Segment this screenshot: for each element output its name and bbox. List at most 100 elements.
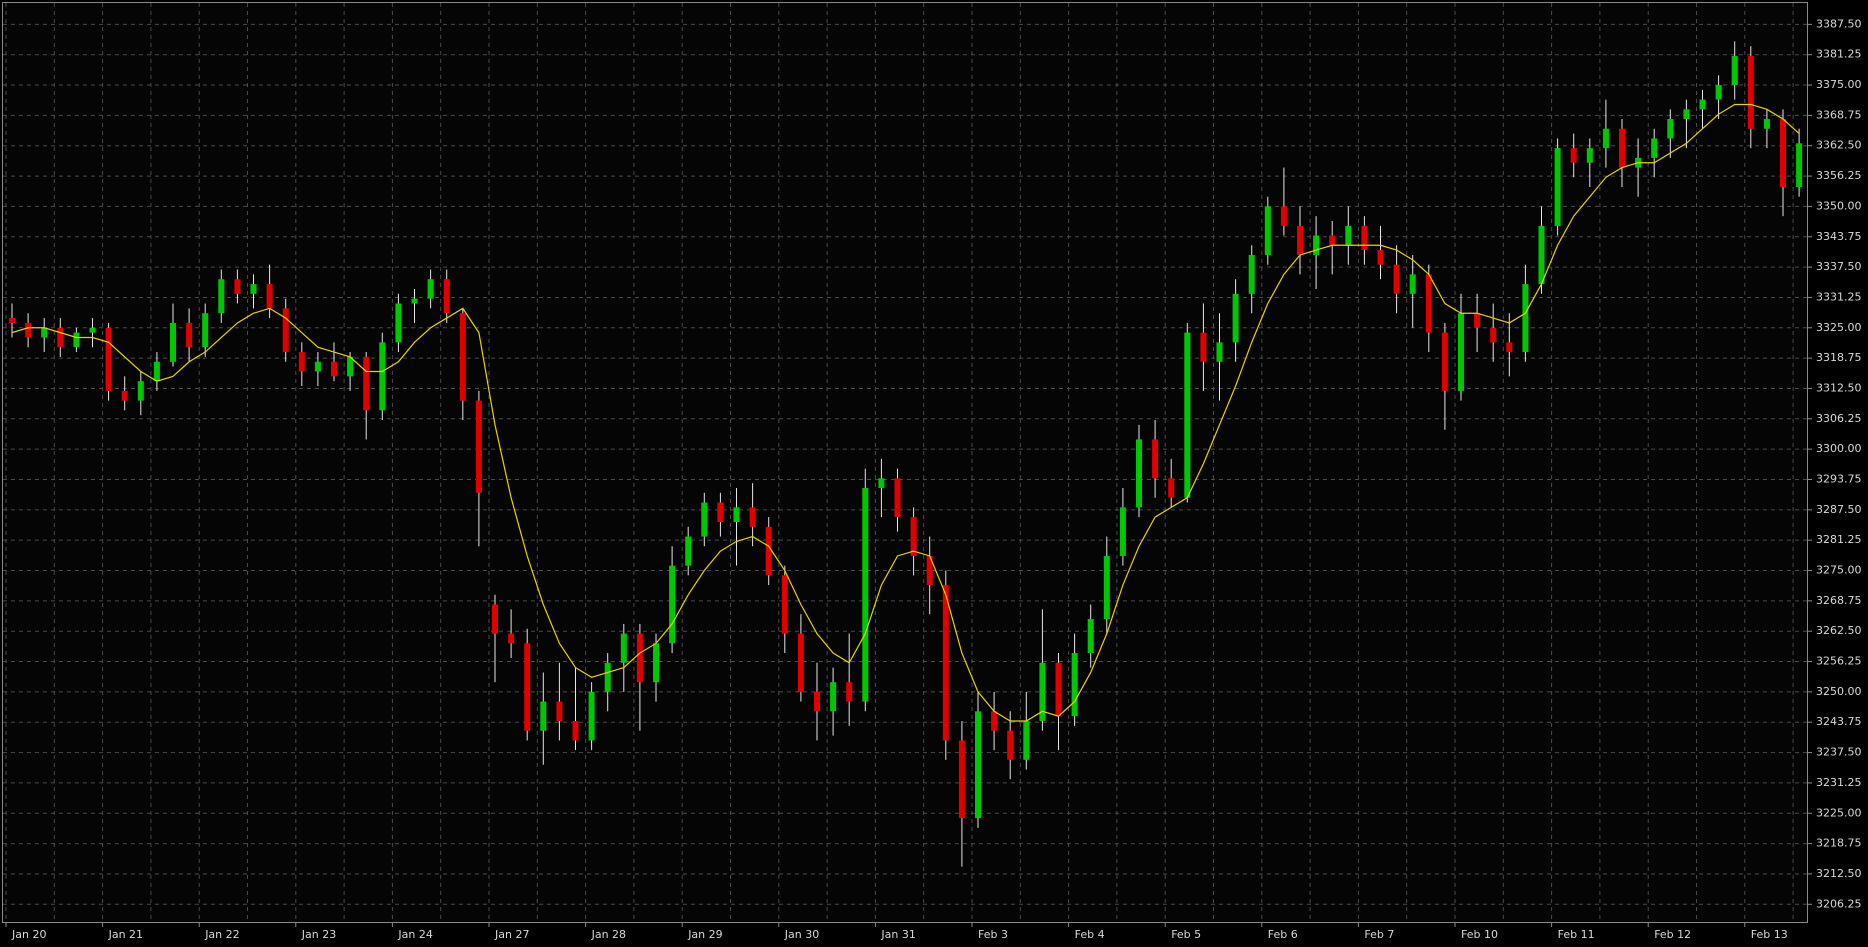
candle-body xyxy=(1586,148,1593,163)
candle-body xyxy=(1780,119,1786,187)
y-tick-label: 3368.75 xyxy=(1816,108,1862,121)
candle-body xyxy=(1651,138,1658,158)
x-tick-label: Jan 31 xyxy=(880,928,915,941)
candle-body xyxy=(1554,148,1561,226)
candle-body xyxy=(57,327,64,348)
y-tick-label: 3331.25 xyxy=(1816,290,1862,303)
candle-body xyxy=(331,361,337,377)
x-tick-label: Feb 11 xyxy=(1558,928,1595,941)
moving-average-line xyxy=(11,103,1800,722)
y-tick-label: 3206.25 xyxy=(1816,897,1862,910)
grid xyxy=(3,3,1807,922)
candle-body xyxy=(1039,662,1046,722)
candle-body xyxy=(910,517,917,556)
candle-body xyxy=(1007,730,1014,760)
x-tick-label: Feb 5 xyxy=(1171,928,1201,941)
candle-body xyxy=(105,327,112,391)
candle-body xyxy=(1602,128,1609,149)
candle-body xyxy=(975,711,981,819)
candle-body xyxy=(1458,313,1464,391)
candle-body xyxy=(1377,250,1384,265)
candle-body xyxy=(443,279,450,314)
candle-body xyxy=(492,604,498,634)
candle-body xyxy=(604,662,611,692)
y-tick-label: 3287.50 xyxy=(1816,503,1862,516)
candle-body xyxy=(121,390,128,401)
candle-body xyxy=(379,342,386,411)
candle-body xyxy=(1506,342,1513,353)
candle-body xyxy=(1329,235,1336,246)
candle-body xyxy=(250,284,257,294)
x-tick-label: Feb 6 xyxy=(1268,928,1298,941)
candle-body xyxy=(749,507,756,527)
candle-body xyxy=(701,502,708,537)
x-tick-label: Feb 3 xyxy=(978,928,1008,941)
y-tick-label: 3250.00 xyxy=(1816,685,1862,698)
candle-body xyxy=(202,313,209,348)
candle-body xyxy=(41,327,48,338)
candle-body xyxy=(1280,206,1287,226)
candle-body xyxy=(1087,619,1094,654)
candle-body xyxy=(1216,342,1223,362)
y-tick-label: 3337.50 xyxy=(1816,260,1862,273)
x-tick-label: Jan 27 xyxy=(494,928,529,941)
candle-body xyxy=(781,575,788,634)
candle-body xyxy=(733,507,740,522)
candle-body xyxy=(669,565,676,644)
x-tick-label: Feb 7 xyxy=(1364,928,1394,941)
candle-body xyxy=(1747,55,1754,129)
y-tick-label: 3362.50 xyxy=(1816,139,1862,152)
x-tick-label: Jan 30 xyxy=(784,928,819,941)
y-tick-label: 3356.25 xyxy=(1816,169,1862,182)
y-tick-label: 3293.75 xyxy=(1816,472,1862,485)
x-tick-label: Feb 10 xyxy=(1461,928,1498,941)
candle-body xyxy=(282,308,289,353)
candle-body xyxy=(620,633,627,663)
x-tick-label: Feb 4 xyxy=(1075,928,1105,941)
candle-body xyxy=(508,633,515,644)
candle-body xyxy=(797,633,804,692)
y-tick-label: 3312.50 xyxy=(1816,381,1862,394)
candle-body xyxy=(1152,439,1159,479)
candle-body xyxy=(636,633,643,683)
candle-body xyxy=(1248,254,1255,294)
candle-body xyxy=(830,682,837,712)
candle-body xyxy=(363,356,370,411)
candle-body xyxy=(1297,225,1303,255)
candle-body xyxy=(1103,555,1110,620)
candle-body xyxy=(1119,507,1126,556)
candle-body xyxy=(314,361,321,372)
candle-body xyxy=(1715,85,1722,100)
candle-body xyxy=(926,555,933,586)
candle-body xyxy=(73,332,80,348)
candle-body xyxy=(1071,653,1078,717)
candle-body xyxy=(1055,662,1062,717)
candle-body xyxy=(89,327,96,333)
y-tick-label: 3237.50 xyxy=(1816,746,1862,759)
candle-body xyxy=(894,478,901,518)
candle-body xyxy=(1313,235,1320,255)
candle-body xyxy=(958,740,965,819)
candle-body xyxy=(395,303,402,343)
candle-body xyxy=(459,313,466,401)
marks xyxy=(9,41,1803,867)
y-tick-label: 3212.50 xyxy=(1816,867,1862,880)
y-tick-label: 3243.75 xyxy=(1816,715,1862,728)
candle-body xyxy=(427,279,434,299)
candle-body xyxy=(1023,721,1030,760)
candle-body xyxy=(765,526,772,576)
candle-body xyxy=(9,318,15,323)
candle-body xyxy=(1361,225,1368,251)
candle-body xyxy=(1490,327,1497,343)
candle-body xyxy=(1796,143,1803,187)
candle-body xyxy=(1474,313,1481,328)
x-tick-label: Feb 13 xyxy=(1751,928,1788,941)
candle-body xyxy=(524,643,531,731)
candle-body xyxy=(878,478,885,488)
y-tick-label: 3281.25 xyxy=(1816,533,1862,546)
y-tick-label: 3218.75 xyxy=(1816,837,1862,850)
y-tick-label: 3318.75 xyxy=(1816,351,1862,364)
candle-body xyxy=(653,643,659,683)
x-tick-label: Jan 23 xyxy=(301,928,336,941)
candle-body xyxy=(1683,109,1690,120)
